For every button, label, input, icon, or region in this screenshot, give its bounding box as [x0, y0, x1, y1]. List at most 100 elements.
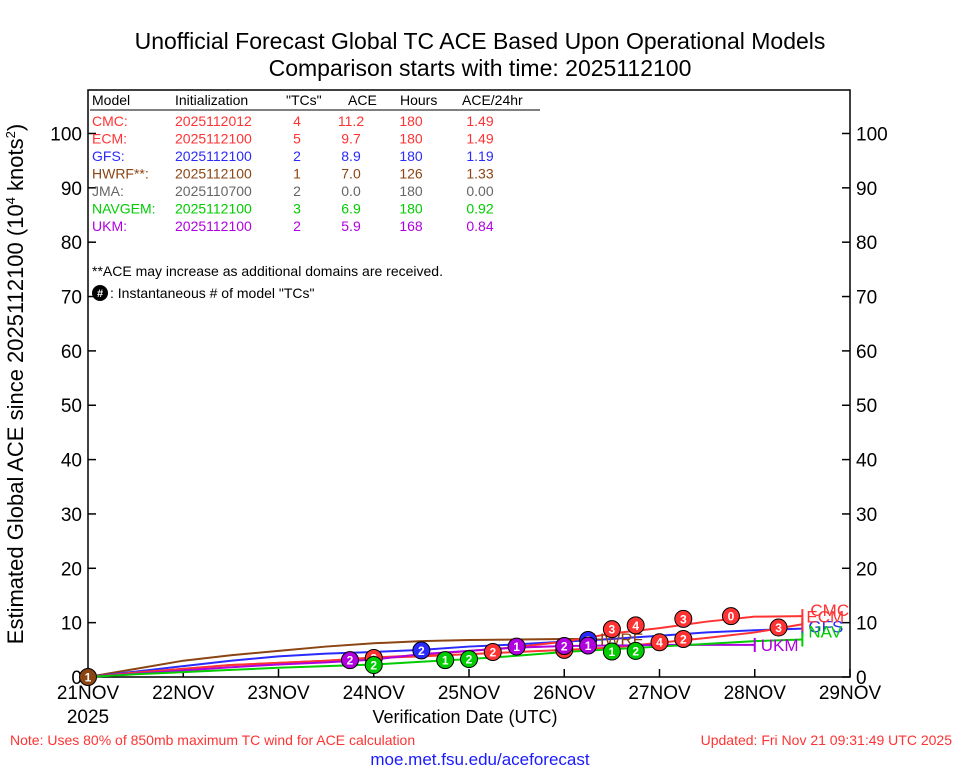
table-cell: 126 — [399, 166, 423, 182]
y-tick-label-right: 80 — [856, 233, 877, 254]
x-axis-ticks: 21NOV 22NOV 23NOV 24NOV 25NOV 26NOV 27NOV 28NOV… — [57, 669, 881, 704]
table-cell: 1 — [293, 166, 301, 182]
table-header: Initialization — [175, 92, 248, 108]
table-header: ACE — [348, 92, 377, 108]
tc-marker — [626, 616, 645, 635]
table-cell: 180 — [399, 113, 423, 129]
table-cell: 1.49 — [466, 131, 493, 147]
table-cell: GFS: — [92, 148, 125, 164]
table-cell: 8.9 — [341, 148, 361, 164]
tc-marker — [507, 637, 526, 656]
tc-marker-label: 1 — [585, 639, 592, 653]
tc-marker-label: 0 — [728, 610, 735, 624]
tc-marker-label: 2 — [489, 645, 496, 659]
table-cell: 180 — [399, 148, 423, 164]
tc-marker — [769, 618, 788, 637]
table-cell: HWRF**: — [92, 166, 149, 182]
legend-marker-symbol: # — [97, 288, 103, 300]
tc-marker — [340, 651, 359, 670]
tc-marker — [674, 609, 693, 628]
y-tick-label-left: 30 — [61, 505, 82, 526]
x-axis-label: Verification Date (UTC) — [372, 707, 557, 727]
tc-marker — [579, 636, 598, 655]
tc-marker — [602, 642, 621, 661]
y-tick-label-right: 60 — [856, 342, 877, 363]
tc-marker-label: 1 — [85, 671, 92, 685]
table-header: "TCs" — [286, 92, 322, 108]
footer-updated: Updated: Fri Nov 21 09:31:49 UTC 2025 — [701, 732, 953, 748]
x-tick-label: 23NOV — [247, 683, 310, 704]
chart-subtitle: Comparison starts with time: 2025112100 — [269, 55, 692, 81]
tc-marker — [460, 650, 478, 669]
legend-note: : Instantaneous # of model "TCs" — [110, 285, 315, 301]
tc-marker — [555, 637, 574, 656]
table-cell: 1.19 — [466, 148, 493, 164]
table-cell: 2025112100 — [175, 131, 252, 147]
tc-marker-label: 3 — [775, 621, 782, 635]
x-tick-label: 25NOV — [438, 683, 501, 704]
table-cell: 2025112100 — [175, 201, 252, 217]
table-cell: 2025112012 — [175, 113, 252, 129]
table-cell: 180 — [399, 131, 423, 147]
y-tick-label-right: 40 — [856, 451, 877, 472]
tc-marker-label: 2 — [370, 659, 377, 673]
y-tick-label-left: 60 — [61, 342, 82, 363]
table-footnote: **ACE may increase as additional domains… — [92, 263, 443, 279]
tc-marker-label: 3 — [609, 623, 616, 637]
y-tick-label-left: 40 — [61, 451, 82, 472]
y-axis-label: Estimated Global ACE since 2025112100 (1… — [3, 124, 28, 644]
tc-marker-label: 1 — [442, 654, 449, 668]
table-cell: 0.0 — [341, 183, 361, 199]
y-tick-label-right: 90 — [856, 179, 877, 200]
table-cell: 3 — [293, 201, 301, 217]
tc-marker — [364, 656, 383, 675]
tc-marker — [483, 642, 502, 661]
y-tick-label-left: 20 — [61, 559, 82, 580]
table-cell: 2025112100 — [175, 166, 252, 182]
x-tick-label: 26NOV — [533, 683, 596, 704]
table-cell: 5.9 — [341, 218, 361, 234]
tc-marker — [721, 607, 740, 626]
y-tick-label-right: 70 — [856, 288, 877, 309]
y-axis-label-sup2: 2 — [3, 131, 18, 138]
y-tick-label-left: 70 — [61, 288, 82, 309]
series-line-hwrf — [87, 637, 589, 678]
table-cell: 1.33 — [466, 166, 493, 182]
table-cell: 2 — [293, 183, 301, 199]
y-axis-label-end: ) — [3, 124, 28, 131]
table-cell: 2 — [293, 148, 301, 164]
table-cell: 1.49 — [466, 113, 493, 129]
tc-marker-label: 2 — [347, 654, 354, 668]
table-cell: 2025112100 — [175, 148, 252, 164]
tc-marker-label: 2 — [561, 640, 568, 654]
tc-marker — [674, 629, 693, 648]
table-cell: 5 — [293, 131, 301, 147]
table-cell: 2 — [293, 218, 301, 234]
tc-marker — [436, 651, 455, 670]
y-tick-label-left: 50 — [61, 396, 82, 417]
y-tick-label-left: 80 — [61, 233, 82, 254]
x-tick-label: 22NOV — [152, 683, 215, 704]
y-axis-label-tail: knots — [3, 138, 28, 197]
table-cell: 11.2 — [338, 113, 364, 129]
y-tick-label-left: 100 — [50, 124, 82, 145]
footer-note: Note: Uses 80% of 850mb maximum TC wind … — [10, 732, 415, 748]
tc-marker-label: 2 — [466, 653, 473, 667]
tc-marker-label: 1 — [513, 640, 520, 654]
x-tick-label: 27NOV — [628, 683, 691, 704]
tc-marker — [412, 641, 431, 660]
y-tick-label-left: 0 — [71, 668, 82, 689]
table-header: ACE/24hr — [462, 92, 523, 108]
table-cell: UKM: — [92, 218, 127, 234]
footer-url[interactable]: moe.met.fsu.edu/aceforecast — [370, 750, 590, 767]
tc-marker-label: 4 — [656, 636, 663, 650]
series-end-label: NAV — [808, 622, 842, 641]
tc-marker — [650, 633, 669, 652]
tc-marker — [79, 668, 97, 686]
table-cell: 2025112100 — [175, 218, 252, 234]
table-cell: CMC: — [92, 113, 128, 129]
table-cell: 0.92 — [466, 201, 493, 217]
model-table: Model Initialization "TCs" ACE Hours ACE/24hr… — [90, 92, 540, 234]
tc-marker — [602, 620, 621, 639]
